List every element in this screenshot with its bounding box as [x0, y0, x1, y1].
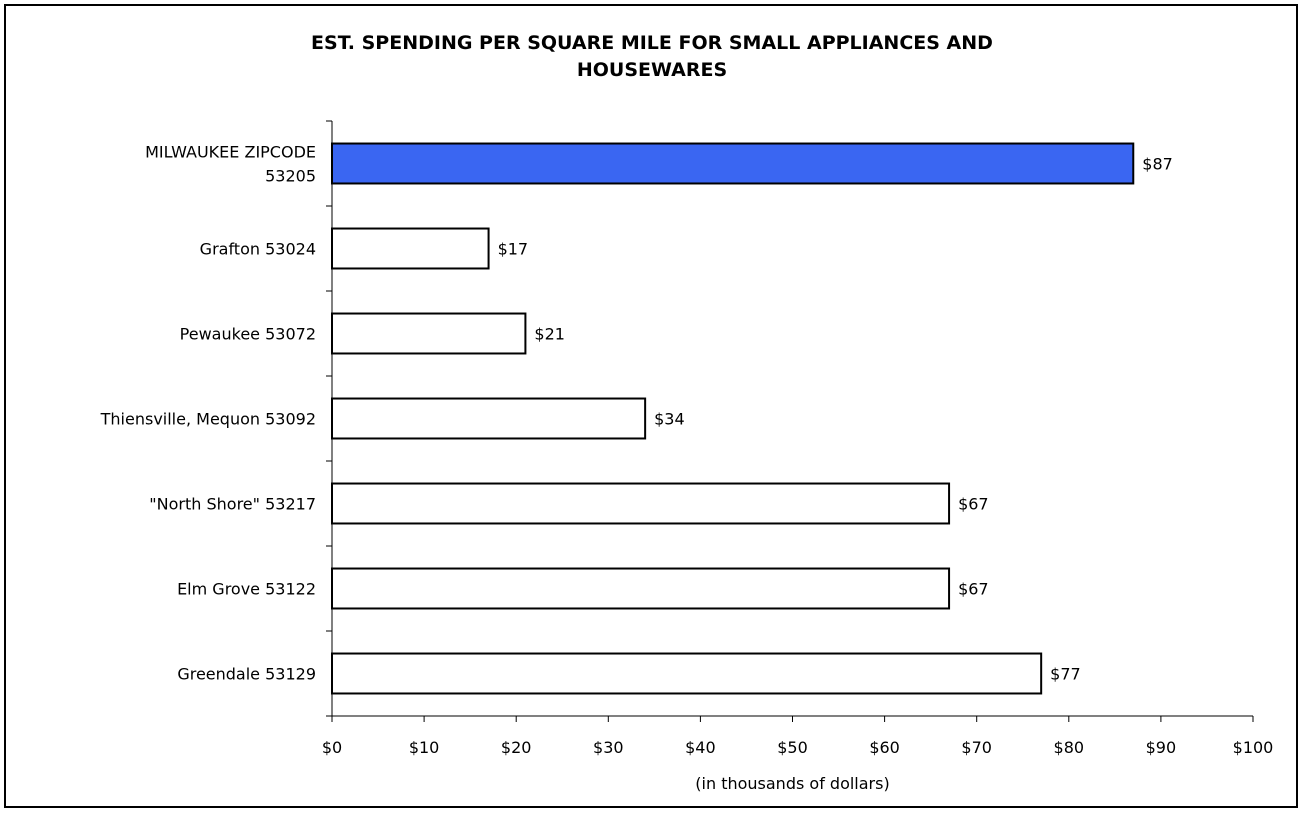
category-label: "North Shore" 53217	[149, 495, 316, 514]
x-tick-label: $50	[777, 738, 808, 757]
x-tick-label: $90	[1146, 738, 1177, 757]
bar	[331, 142, 1135, 185]
x-tick-label: $0	[322, 738, 342, 757]
x-tick-label: $80	[1054, 738, 1085, 757]
bar	[331, 312, 527, 355]
chart-title-line-1: EST. SPENDING PER SQUARE MILE FOR SMALL …	[311, 32, 993, 54]
x-tick-label: $60	[869, 738, 900, 757]
data-label: $34	[654, 410, 685, 429]
x-tick-label: $10	[409, 738, 440, 757]
chart-title: EST. SPENDING PER SQUARE MILE FOR SMALL …	[0, 30, 1304, 84]
category-label: Thiensville, Mequon 53092	[100, 410, 316, 429]
category-label: 53205	[265, 167, 316, 186]
data-label: $21	[534, 325, 565, 344]
bar	[331, 567, 951, 610]
chart-title-line-2: HOUSEWARES	[576, 59, 728, 81]
data-label: $67	[958, 495, 989, 514]
bar	[331, 652, 1043, 695]
category-label: MILWAUKEE ZIPCODE	[145, 143, 316, 162]
bar	[331, 227, 490, 270]
category-label: Pewaukee 53072	[180, 325, 316, 344]
x-tick-label: $20	[501, 738, 532, 757]
x-tick-label: $40	[685, 738, 716, 757]
data-label: $77	[1050, 665, 1081, 684]
data-label: $67	[958, 580, 989, 599]
category-label: Grafton 53024	[200, 240, 316, 259]
x-tick-label: $100	[1233, 738, 1274, 757]
x-tick-label: $70	[961, 738, 992, 757]
x-axis-label: (in thousands of dollars)	[695, 774, 890, 793]
bar	[331, 482, 951, 525]
category-label: Greendale 53129	[177, 665, 316, 684]
category-label: Elm Grove 53122	[177, 580, 316, 599]
data-label: $17	[498, 240, 529, 259]
data-label: $87	[1142, 155, 1173, 174]
x-tick-label: $30	[593, 738, 624, 757]
bar	[331, 397, 647, 440]
